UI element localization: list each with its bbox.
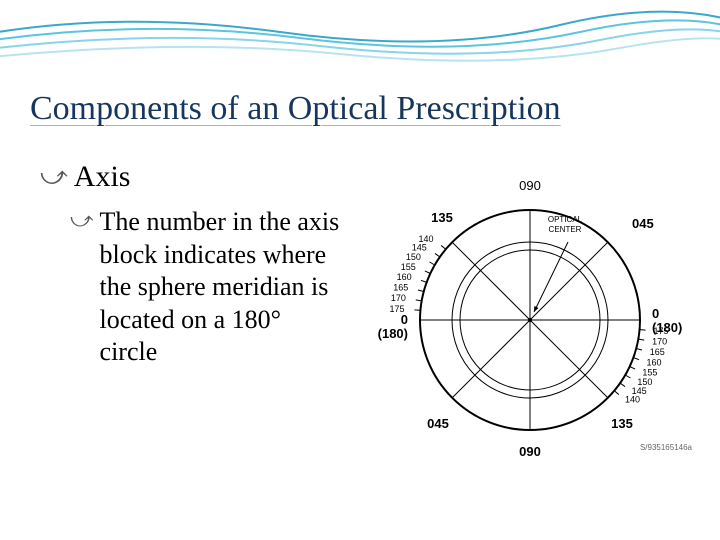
svg-text:135: 135 — [611, 416, 633, 431]
main-bullet: ⤻ Axis — [40, 160, 340, 194]
axis-protractor-diagram: 1401451501551601651701751751701651601551… — [360, 160, 700, 460]
svg-text:165: 165 — [650, 347, 665, 357]
bullet-marker-icon: ⤻ — [70, 206, 94, 235]
svg-text:(180): (180) — [652, 320, 682, 335]
svg-text:(180): (180) — [378, 326, 408, 341]
main-bullet-text: Axis — [74, 160, 131, 194]
slide-title: Components of an Optical Prescription — [30, 90, 690, 128]
svg-text:160: 160 — [397, 272, 412, 282]
svg-text:090: 090 — [519, 178, 541, 193]
svg-text:170: 170 — [391, 293, 406, 303]
sub-bullet-text: The number in the axis block indicates w… — [100, 206, 340, 369]
svg-text:CENTER: CENTER — [549, 225, 582, 234]
wave-header-decoration — [0, 0, 720, 80]
svg-text:155: 155 — [642, 367, 657, 377]
svg-text:090: 090 — [519, 444, 541, 459]
content-region: ⤻ Axis ⤻ The number in the axis block in… — [40, 160, 340, 369]
svg-text:045: 045 — [427, 416, 449, 431]
diagram-code-label: S/935165146a — [640, 443, 692, 452]
svg-text:0: 0 — [401, 312, 408, 327]
svg-text:155: 155 — [401, 262, 416, 272]
bullet-marker-icon: ⤻ — [40, 160, 68, 191]
sub-bullet: ⤻ The number in the axis block indicates… — [70, 206, 340, 369]
svg-text:165: 165 — [393, 282, 408, 292]
svg-text:160: 160 — [647, 357, 662, 367]
svg-text:150: 150 — [406, 252, 421, 262]
svg-text:135: 135 — [431, 210, 453, 225]
svg-text:0: 0 — [652, 306, 659, 321]
svg-text:170: 170 — [652, 337, 667, 347]
svg-text:045: 045 — [632, 216, 654, 231]
svg-text:OPTICAL: OPTICAL — [548, 215, 583, 224]
svg-text:140: 140 — [625, 395, 640, 405]
